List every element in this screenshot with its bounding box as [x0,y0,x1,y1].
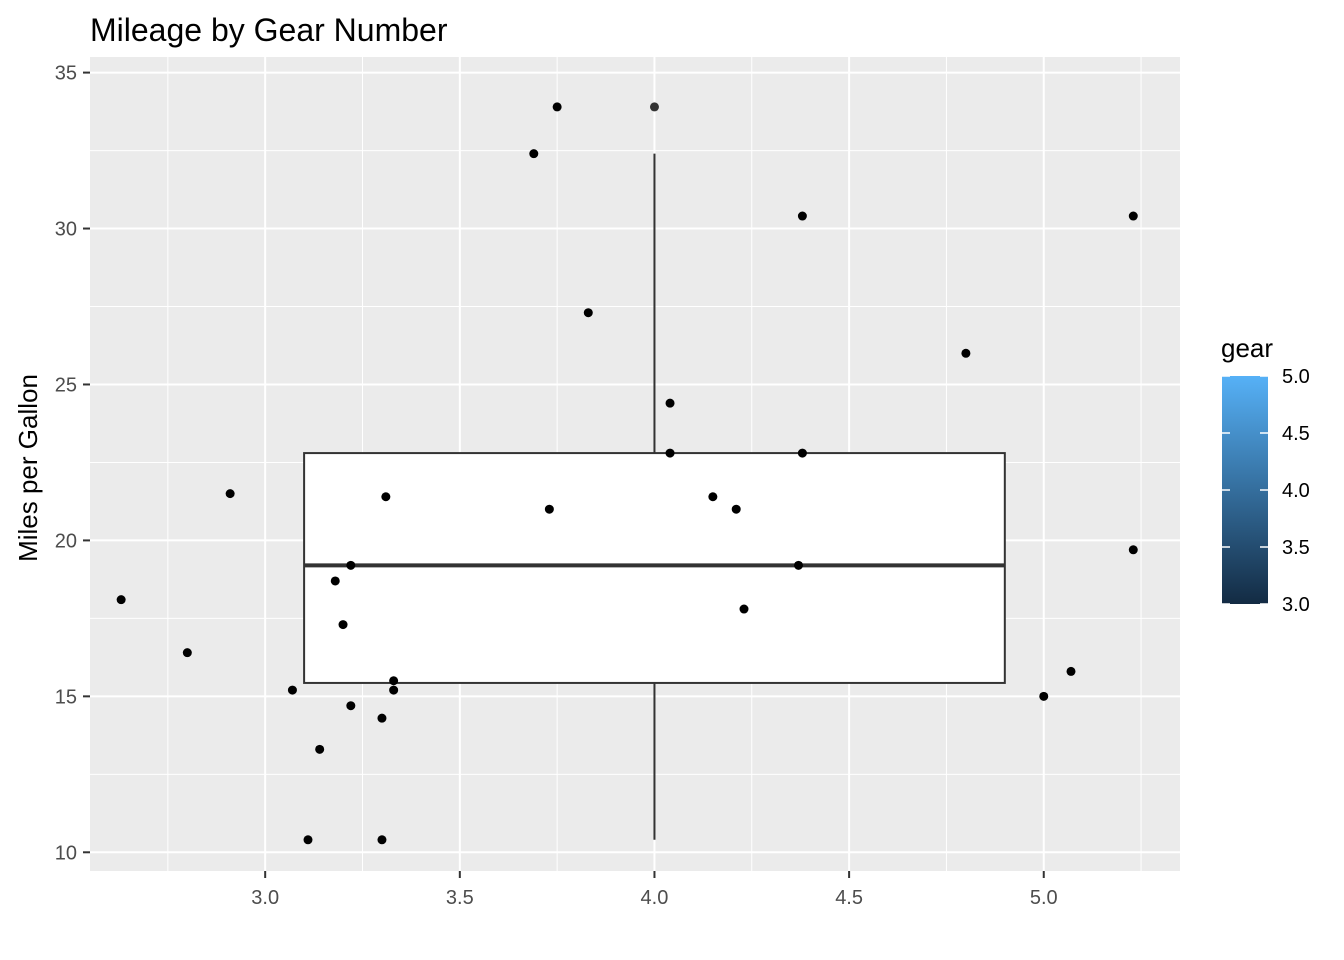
data-point [389,685,399,695]
x-tick-label: 3.5 [446,887,474,909]
legend-label: 4.0 [1282,480,1310,502]
data-point [794,560,803,570]
y-tick-label: 15 [55,686,77,708]
scatter-points [116,102,1138,845]
data-point [739,604,749,614]
data-point [346,560,356,570]
chart-title: Mileage by Gear Number [90,12,448,48]
boxplot [303,102,1006,840]
data-point [381,492,391,502]
data-point [1128,211,1138,221]
x-tick-label: 5.0 [1030,887,1058,909]
data-point [1128,545,1138,555]
data-point [552,102,562,112]
data-point [544,504,554,514]
y-tick-label: 30 [55,219,77,241]
data-point [797,448,807,458]
data-point [583,308,593,318]
data-point [303,835,313,845]
data-point [529,149,539,159]
x-tick-label: 4.0 [641,887,669,909]
data-point [377,835,387,845]
data-point [287,685,297,695]
legend: gear 5.0 4.5 4.0 3.5 3.0 [1221,333,1310,616]
data-point [665,398,675,408]
y-tick-label: 25 [55,374,77,396]
legend-label: 3.0 [1282,594,1310,616]
data-point [1039,691,1049,701]
y-tick-label: 10 [55,842,77,864]
data-point [338,620,348,630]
legend-title: gear [1221,333,1273,363]
data-point [377,713,387,723]
data-point [116,595,126,605]
x-tick-label: 3.0 [251,887,279,909]
data-point [182,648,192,658]
data-point [731,504,741,514]
boxplot-box [303,452,1006,684]
legend-ticks: 5.0 4.5 4.0 3.5 3.0 [1222,366,1310,616]
data-point [389,676,399,686]
data-point [1066,666,1076,676]
y-axis-title: Miles per Gallon [13,374,43,562]
legend-label: 5.0 [1282,366,1310,388]
data-point [225,489,235,499]
y-axis: 10 15 20 25 30 35 [55,63,90,864]
data-point [708,492,718,502]
data-point [665,448,675,458]
boxplot-outlier [649,102,659,112]
x-axis: 3.0 3.5 4.0 4.5 5.0 [251,871,1058,909]
legend-label: 4.5 [1282,423,1310,445]
data-point [961,348,971,358]
y-tick-label: 35 [55,63,77,85]
legend-label: 3.5 [1282,537,1310,559]
data-point [346,701,356,711]
data-point [797,211,807,221]
data-point [315,744,325,754]
y-tick-label: 20 [55,530,77,552]
x-tick-label: 4.5 [835,887,863,909]
data-point [330,576,340,586]
